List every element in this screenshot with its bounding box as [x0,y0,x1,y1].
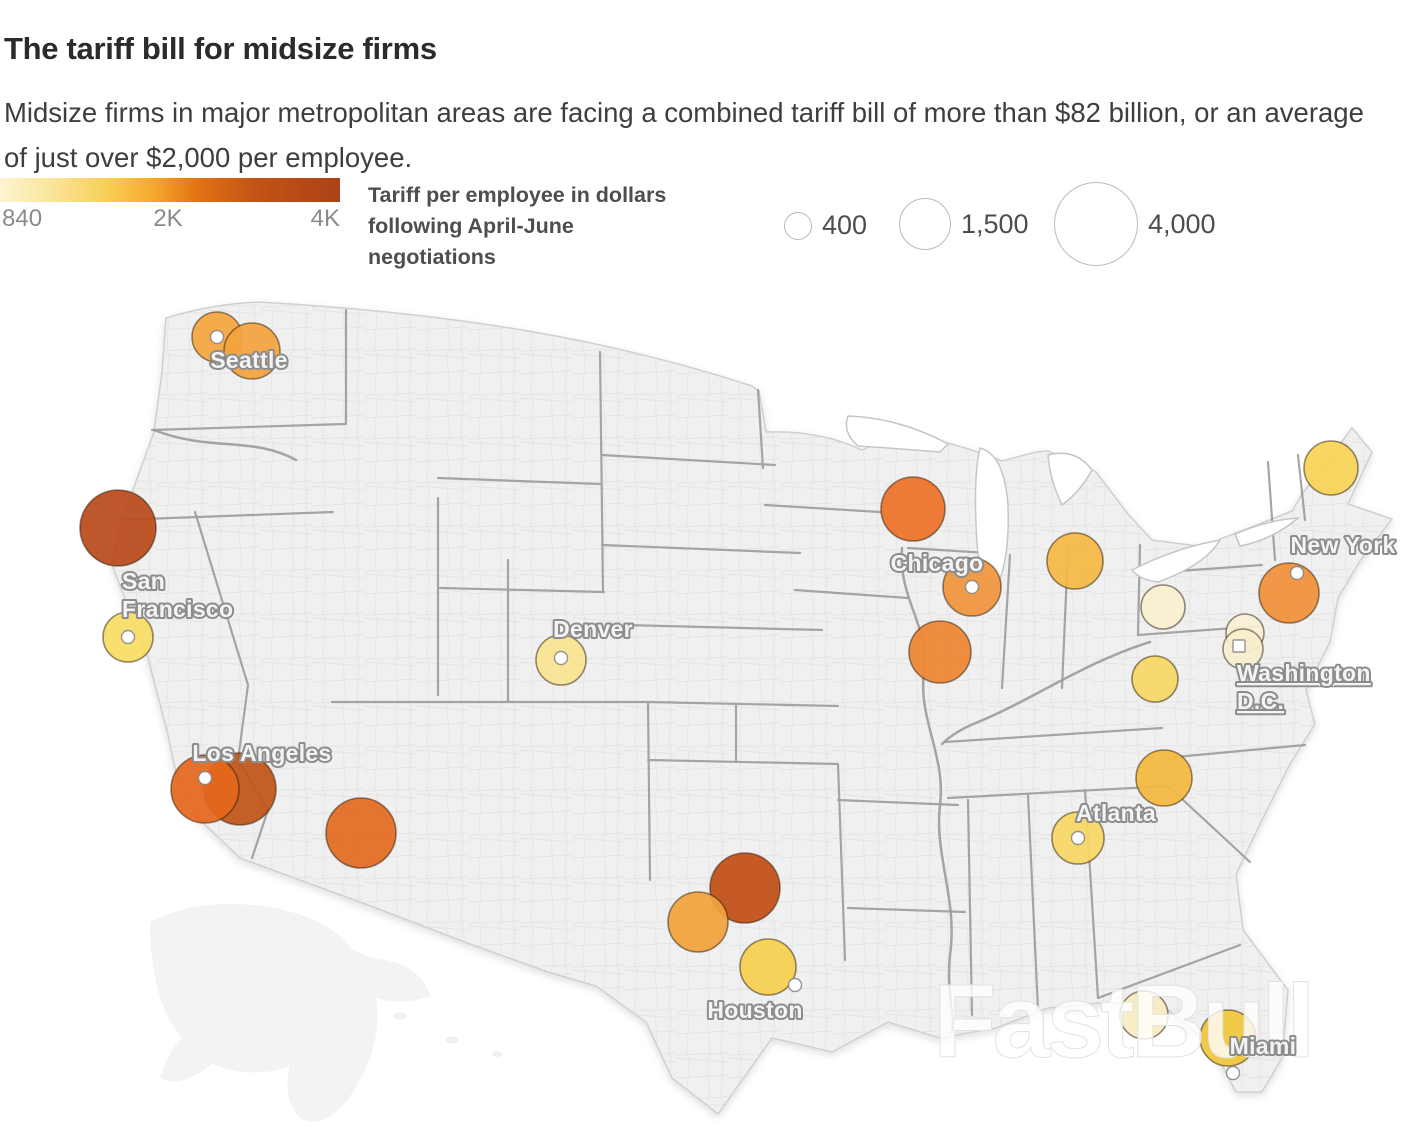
city-label-san-francisco: San Francisco [122,568,233,622]
city-marker-circle [197,770,213,786]
color-legend-title: Tariff per employee in dollars following… [368,180,666,273]
gradient-tick-min: 840 [2,205,43,232]
color-legend-title-line1: Tariff per employee in dollars [368,183,667,207]
city-markers-layer [120,329,1305,1081]
size-legend-item-small: 400 [784,210,867,241]
city-bubble[interactable] [1140,584,1186,630]
page-subtitle: Midsize firms in major metropolitan area… [4,96,1364,173]
city-marker-circle [120,629,136,645]
city-bubble[interactable] [709,852,781,924]
city-bubble-new-york[interactable] [1258,562,1320,624]
alaska-island [492,1051,502,1057]
great-lakes [845,415,1301,593]
city-bubble-los-angeles[interactable] [170,754,240,824]
city-label-washington-d-c: Washington D.C. [1237,660,1371,714]
gradient-tick-max: 4K [310,205,340,232]
city-marker-circle [1289,565,1305,581]
city-marker-circle [553,650,569,666]
city-marker-circle [964,579,980,595]
city-label-new-york: New York [1290,532,1395,558]
size-legend-item-medium: 1,500 [899,198,1029,250]
city-label-atlanta: Atlanta [1076,800,1156,826]
color-legend-title-line3: negotiations [368,245,496,269]
city-bubbles-layer [79,311,1359,1067]
city-bubble-houston[interactable] [739,938,797,996]
city-marker-circle [209,329,225,345]
size-legend-label-small: 400 [822,210,868,240]
city-bubble[interactable] [325,797,397,869]
size-legend-circle-small [784,211,812,240]
city-bubble[interactable] [1303,440,1359,496]
city-bubble[interactable] [79,489,157,567]
color-legend-title-line2: following April-June [368,214,574,238]
city-label-miami: Miami [1230,1033,1297,1059]
city-labels-layer: Seattle San Francisco Los Angeles Denver Chic… [120,345,1397,1061]
page-title: The tariff bill for midsize firms [4,30,437,66]
alaska-silhouette [150,904,430,1122]
city-label-houston: Houston [707,997,802,1023]
city-label-chicago: Chicago [891,550,984,576]
city-bubble[interactable] [1046,532,1104,590]
city-label-seattle: Seattle [210,347,288,373]
size-legend-circle-large [1054,182,1138,266]
city-marker-square [1232,639,1246,653]
city-marker-circle [1225,1065,1241,1081]
state-borders [115,308,1307,1017]
city-bubble[interactable] [223,322,281,380]
alaska-island [393,1012,407,1020]
city-bubble[interactable] [1131,655,1179,703]
city-bubble[interactable] [1135,749,1193,807]
size-legend-label-large: 4,000 [1148,208,1216,239]
city-label-los-angeles: Los Angeles [192,740,331,766]
size-legend-label-medium: 1,500 [961,208,1029,239]
city-marker-circle [1070,830,1086,846]
color-gradient-bar [0,178,340,202]
size-legend-circle-medium [899,198,951,250]
size-legend-item-large: 4,000 [1054,182,1216,266]
city-bubble[interactable] [667,891,729,953]
city-marker-circle [787,977,803,993]
city-bubble[interactable] [880,476,946,542]
city-bubble-miami[interactable] [1199,1009,1257,1067]
city-bubble[interactable] [908,620,972,684]
gradient-tick-mid: 2K [153,205,183,232]
city-bubble[interactable] [1119,990,1169,1040]
watermark-text: FastBull [933,964,1311,1080]
city-label-denver: Denver [553,616,633,642]
alaska-island [446,1036,458,1044]
